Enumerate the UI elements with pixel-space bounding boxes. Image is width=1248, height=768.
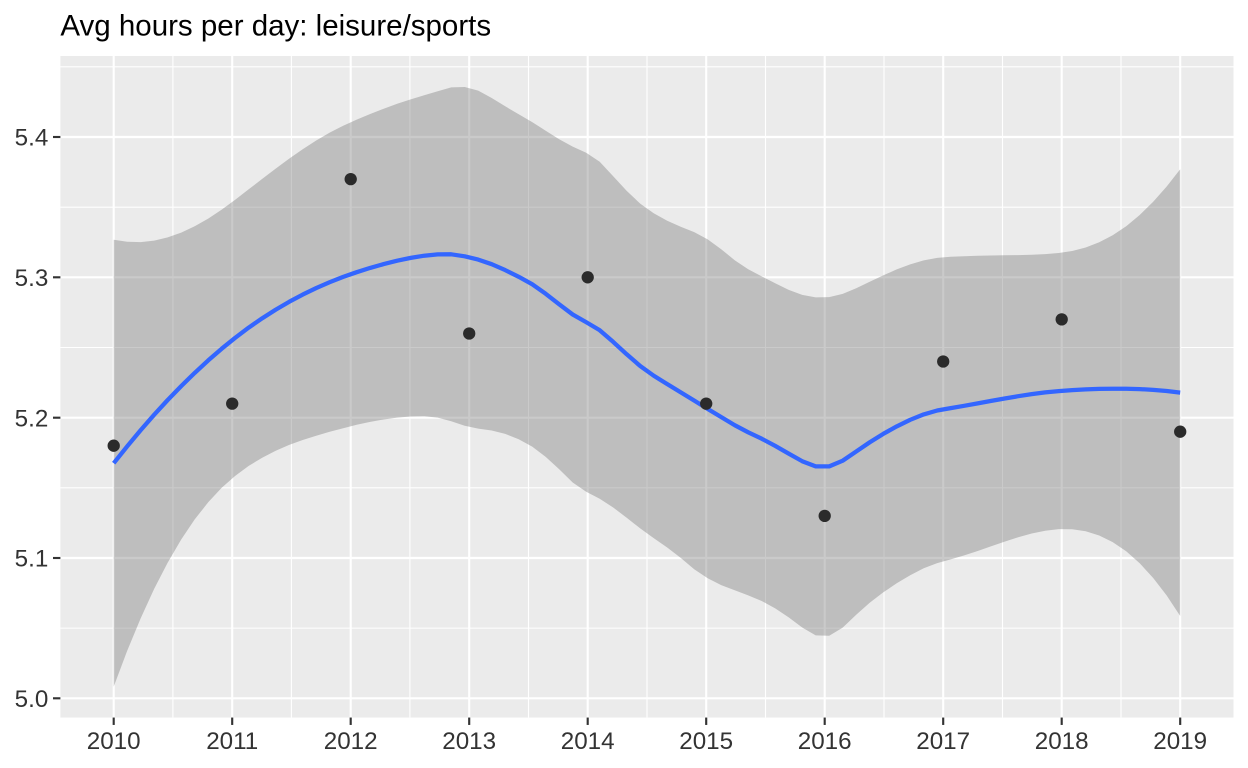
svg-text:2010: 2010 xyxy=(87,728,141,755)
svg-text:5.0: 5.0 xyxy=(15,686,49,713)
svg-text:5.3: 5.3 xyxy=(15,265,49,292)
svg-text:2018: 2018 xyxy=(1035,728,1089,755)
svg-text:2011: 2011 xyxy=(206,728,258,755)
svg-text:2016: 2016 xyxy=(798,728,852,755)
svg-text:Avg hours per day: leisure/spo: Avg hours per day: leisure/sports xyxy=(60,10,491,43)
svg-text:2017: 2017 xyxy=(916,728,970,755)
svg-text:5.4: 5.4 xyxy=(15,125,49,152)
svg-text:2019: 2019 xyxy=(1153,728,1207,755)
svg-text:5.1: 5.1 xyxy=(15,546,49,573)
svg-text:2012: 2012 xyxy=(324,728,378,755)
svg-text:2015: 2015 xyxy=(679,728,733,755)
svg-text:2013: 2013 xyxy=(442,728,496,755)
svg-text:2014: 2014 xyxy=(561,728,615,755)
svg-text:5.2: 5.2 xyxy=(15,405,49,432)
